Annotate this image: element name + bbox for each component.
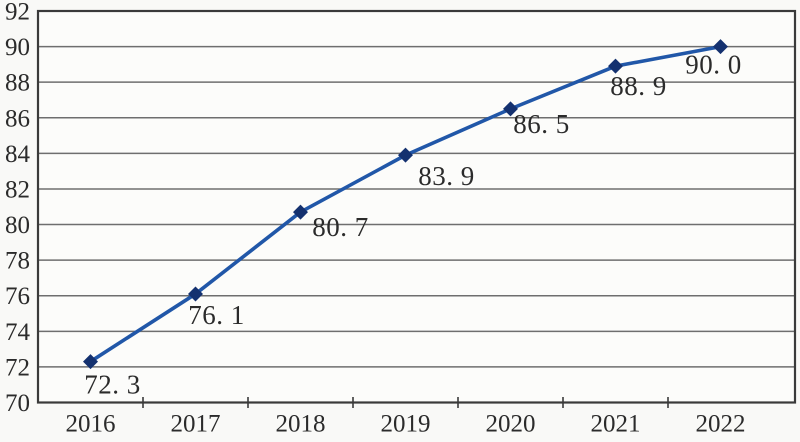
x-axis-label: 2021 (591, 411, 641, 438)
y-axis-label: 92 (5, 0, 30, 26)
y-axis-label: 80 (5, 212, 30, 239)
data-point-label: 90. 0 (685, 50, 742, 80)
data-point-label: 76. 1 (188, 300, 245, 330)
y-axis-label: 90 (5, 34, 30, 61)
data-point-marker (293, 204, 308, 220)
x-axis-label: 2016 (66, 411, 116, 438)
y-axis-label: 84 (5, 141, 31, 168)
data-point-label: 88. 9 (610, 71, 667, 101)
data-point-marker (188, 286, 203, 302)
plot-area (38, 11, 795, 403)
y-axis-label: 70 (5, 390, 30, 417)
data-point-marker (398, 147, 413, 163)
data-point-marker (83, 354, 98, 370)
data-point-marker (713, 39, 728, 55)
y-axis-label: 76 (5, 283, 30, 310)
data-point-label: 80. 7 (312, 212, 369, 242)
plot-border (36, 9, 797, 404)
y-axis-label: 88 (5, 70, 30, 97)
data-point-label: 72. 3 (84, 370, 141, 400)
data-point-label: 86. 5 (513, 109, 570, 139)
x-axis-label: 2022 (696, 411, 746, 438)
x-axis-label: 2017 (171, 411, 221, 438)
data-point-label: 83. 9 (418, 161, 475, 191)
x-axis-label: 2020 (486, 411, 536, 438)
data-point-marker (608, 58, 623, 74)
x-axis-label: 2019 (381, 411, 431, 438)
y-axis-label: 78 (5, 248, 30, 275)
y-axis-label: 82 (5, 176, 30, 203)
data-point-marker (503, 101, 518, 117)
x-axis-label: 2018 (276, 411, 326, 438)
y-axis-label: 74 (5, 319, 31, 346)
y-axis-label: 72 (5, 354, 30, 381)
y-axis-label: 86 (5, 105, 30, 132)
